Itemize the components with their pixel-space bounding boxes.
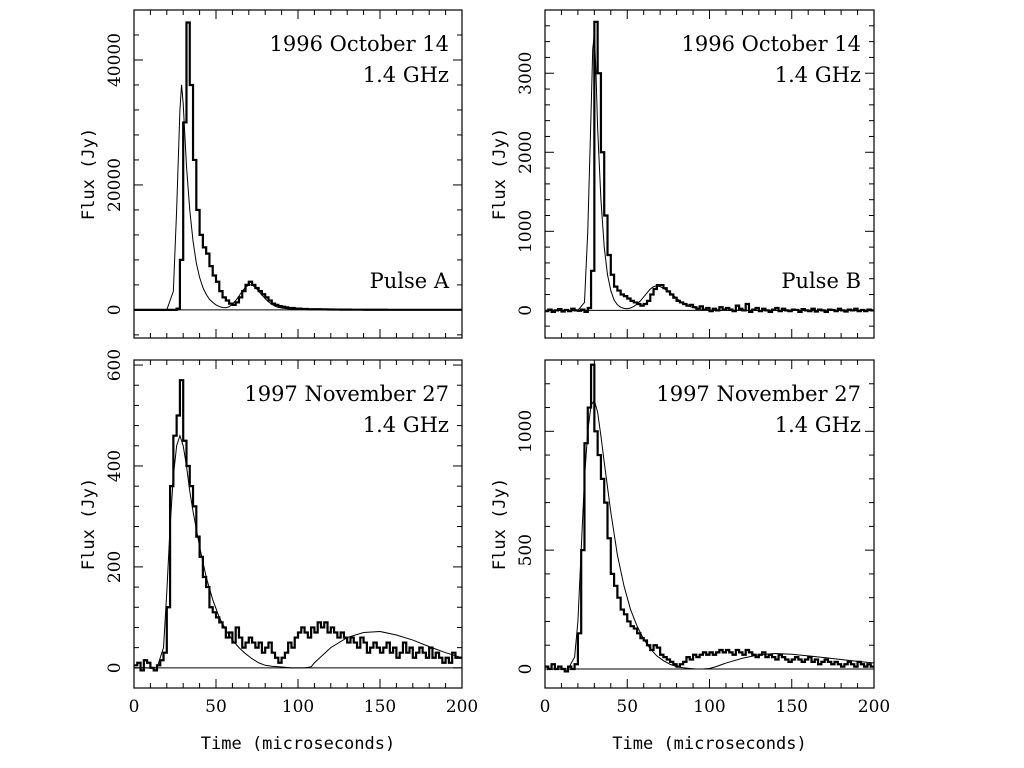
x-tick-label: 0 — [540, 697, 551, 717]
x-tick-label: 100 — [282, 697, 314, 717]
y-axis-label: Flux (Jy) — [79, 478, 99, 570]
y-tick-label: 1000 — [516, 410, 536, 453]
pulse-label: Pulse B — [781, 269, 861, 293]
y-tick-label: 400 — [105, 450, 125, 482]
observed-histogram — [545, 363, 874, 673]
y-tick-label: 1000 — [516, 210, 536, 253]
y-tick-label: 2000 — [516, 131, 536, 174]
panel-top-right: 0 1000 2000 3000 Flux (Jy) 1996 October 14 1.4… — [490, 9, 875, 339]
date-annotation: 1997 November 27 — [244, 382, 449, 406]
panel-top-left: 0 20000 40000 Flux (Jy) 1996 October 14 1.4 G… — [79, 9, 463, 339]
x-tick-label: 150 — [364, 697, 396, 717]
series-group — [134, 21, 462, 311]
model-curve — [134, 84, 462, 311]
pulse-label: Pulse A — [370, 269, 450, 293]
frequency-annotation: 1.4 GHz — [775, 413, 861, 437]
x-tick-label: 200 — [446, 697, 478, 717]
observed-histogram — [134, 379, 462, 672]
y-tick-label: 0 — [516, 305, 536, 316]
x-tick-label: 150 — [776, 697, 808, 717]
panel-bottom-right: 0 50 100 150 200 Time (microseconds) 0 500 1000 F… — [490, 359, 890, 754]
y-tick-label: 40000 — [105, 33, 125, 87]
y-tick-label: 0 — [105, 662, 125, 673]
y-tick-label: 0 — [516, 664, 536, 675]
x-tick-label: 100 — [693, 697, 725, 717]
y-tick-label: 600 — [105, 349, 125, 381]
y-axis-label: Flux (Jy) — [490, 478, 510, 570]
model-curve — [134, 434, 462, 669]
panel-bottom-left: 0 50 100 150 200 Time (microseconds) 0 200 400 60… — [79, 349, 478, 754]
date-annotation: 1996 October 14 — [270, 32, 449, 56]
x-axis-label: Time (microseconds) — [612, 734, 806, 754]
frequency-annotation: 1.4 GHz — [363, 63, 449, 87]
frequency-annotation: 1.4 GHz — [775, 63, 861, 87]
y-tick-label: 500 — [516, 534, 536, 566]
model-curve — [545, 399, 874, 670]
series-group — [545, 20, 874, 314]
x-tick-label: 50 — [205, 697, 227, 717]
y-tick-label: 20000 — [105, 158, 125, 212]
x-axis-label: Time (microseconds) — [201, 734, 395, 754]
y-axis-label: Flux (Jy) — [79, 128, 99, 220]
model-curve — [545, 33, 874, 311]
date-annotation: 1996 October 14 — [682, 32, 861, 56]
x-tick-label: 50 — [616, 697, 638, 717]
y-tick-label: 200 — [105, 551, 125, 583]
date-annotation: 1997 November 27 — [656, 382, 861, 406]
y-tick-label: 0 — [105, 304, 125, 315]
observed-histogram — [545, 20, 874, 314]
x-tick-label: 0 — [129, 697, 140, 717]
y-axis-label: Flux (Jy) — [490, 128, 510, 220]
series-group — [545, 363, 874, 673]
y-tick-label: 3000 — [516, 52, 536, 95]
frequency-annotation: 1.4 GHz — [363, 413, 449, 437]
x-tick-label: 200 — [858, 697, 890, 717]
series-group — [134, 379, 462, 672]
